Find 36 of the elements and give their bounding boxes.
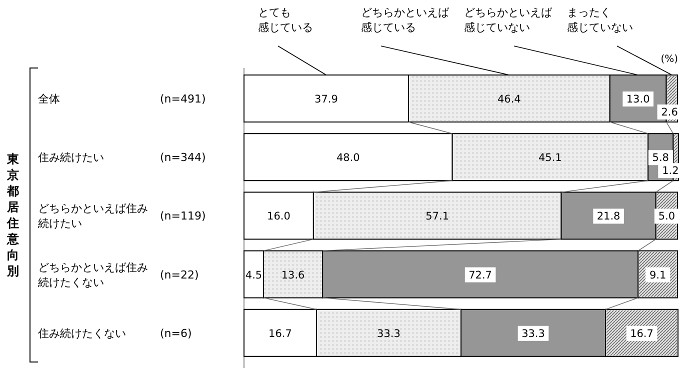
data-label: 33.3 [522, 328, 545, 340]
data-label: 21.8 [596, 210, 620, 223]
text: (n=22) [160, 268, 199, 282]
text: まったく感じていない [567, 6, 633, 34]
text: とても感じている [258, 6, 313, 34]
data-label: 16.7 [630, 328, 654, 340]
data-label: 4.5 [245, 269, 262, 282]
text: (n=6) [160, 326, 192, 340]
data-label: 46.4 [497, 94, 522, 106]
y-axis-title: 東京都居住意向別 [6, 152, 20, 278]
data-label: 5.0 [658, 210, 676, 223]
text: (n=491) [160, 92, 206, 106]
text: どちらかといえば感じていない [464, 6, 553, 34]
data-label: 57.1 [426, 210, 450, 223]
data-label: 37.9 [314, 94, 338, 106]
data-label: 1.2 [662, 165, 679, 178]
y-tick-label: 住み続けたくない [38, 326, 126, 340]
y-tick-label: どちらかといえば住み続けたい [37, 202, 148, 230]
data-label: 16.7 [268, 328, 292, 340]
data-label: 33.3 [377, 328, 400, 340]
data-label: 45.1 [538, 152, 562, 164]
data-label: 9.1 [649, 269, 666, 282]
data-label: 13.6 [281, 269, 306, 282]
y-tick-label: どちらかといえば住み続けたくない [37, 260, 148, 289]
data-label: 16.0 [267, 210, 290, 223]
data-label: 48.0 [336, 152, 360, 164]
text: どちらかといえば感じている [361, 6, 450, 34]
data-label: 2.6 [661, 106, 678, 118]
data-label: 5.8 [652, 152, 669, 164]
y-tick-label: 全体 [38, 92, 60, 106]
data-label: 72.7 [468, 269, 492, 282]
y-tick-label: 住み続けたい [38, 151, 104, 164]
text: (%) [660, 54, 678, 65]
data-label: 13.0 [626, 94, 650, 106]
text: (n=344) [160, 151, 206, 164]
text: (n=119) [160, 210, 206, 223]
